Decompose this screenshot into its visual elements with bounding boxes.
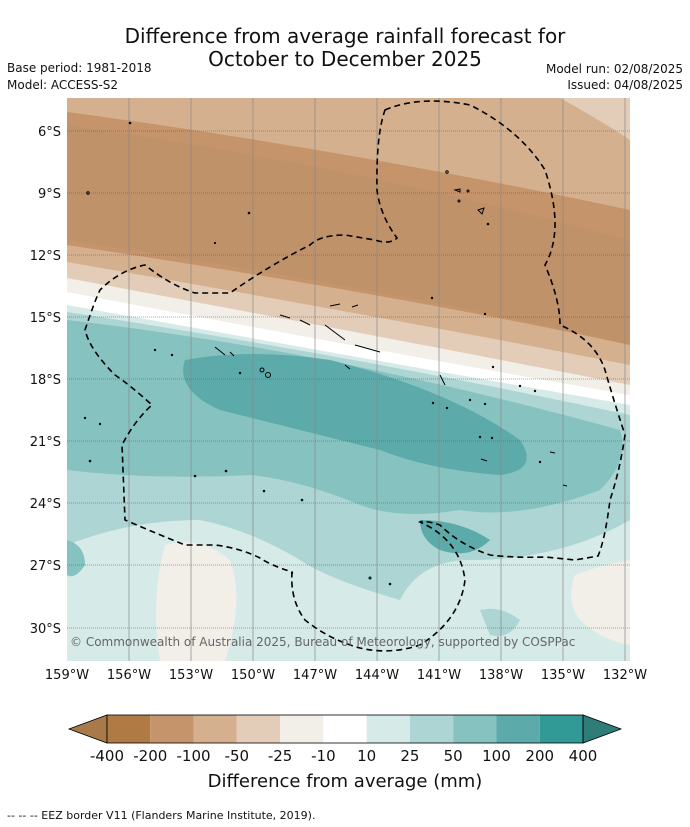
- map-title-line2: October to December 2025: [208, 47, 482, 71]
- lon-label: 153°W: [169, 668, 213, 683]
- longitude-labels: 159°W 156°W 153°W 150°W 147°W 144°W 141°…: [45, 668, 647, 683]
- colorbar-extend-high: [582, 714, 623, 744]
- colorbar: -400 -200 -100 -50 -25 -10 10 25 50 100 200 400: [67, 714, 623, 765]
- map-fields: [67, 98, 630, 661]
- colorbar-segment: [193, 715, 237, 743]
- colorbar-segment: [409, 715, 454, 743]
- colorbar-segment: [496, 715, 540, 743]
- colorbar-title: Difference from average (mm): [207, 771, 483, 792]
- colorbar-tick-label: 25: [400, 747, 419, 765]
- lon-label: 150°W: [231, 668, 275, 683]
- eez-legend-note: -- -- -- EEZ border V11 (Flanders Marine…: [7, 809, 316, 822]
- colorbar-outline: [106, 714, 584, 744]
- lat-label: 21°S: [30, 435, 61, 450]
- lon-label: 156°W: [107, 668, 151, 683]
- colorbar-segment: [323, 715, 367, 743]
- lon-label: 147°W: [293, 668, 337, 683]
- colorbar-tick-label: -400: [90, 747, 124, 765]
- colorbar-tick-label: 400: [569, 747, 598, 765]
- colorbar-tick-label: 100: [482, 747, 511, 765]
- colorbar-segment: [453, 715, 497, 743]
- colorbar-tick-label: 10: [357, 747, 376, 765]
- colorbar-tick-label: -25: [268, 747, 293, 765]
- wet-patch-south: [480, 608, 520, 636]
- dry-patch-southeast: [571, 560, 630, 645]
- lon-label: 135°W: [541, 668, 585, 683]
- colorbar-segment: [539, 715, 583, 743]
- islands: [83, 121, 568, 586]
- colorbar-tick-label: -50: [225, 747, 250, 765]
- colorbar-segment: [150, 715, 194, 743]
- latitude-labels: 6°S 9°S 12°S 15°S 18°S 21°S 24°S 27°S 30…: [30, 125, 61, 637]
- lon-label: 132°W: [603, 668, 647, 683]
- eez-border: [84, 100, 626, 652]
- base-period: Base period: 1981-2018: [7, 61, 152, 75]
- model-run: Model run: 02/08/2025: [545, 62, 683, 76]
- lon-label: 141°W: [417, 668, 461, 683]
- lat-label: 24°S: [30, 497, 61, 512]
- lat-label: 15°S: [30, 311, 61, 326]
- colorbar-tick-label: 200: [525, 747, 554, 765]
- colorbar-tick-label: -200: [133, 747, 167, 765]
- issued-date: Issued: 04/08/2025: [567, 78, 683, 92]
- wet-band-100: [183, 354, 527, 475]
- dry-patch-south: [156, 542, 237, 661]
- lat-label: 12°S: [30, 249, 61, 264]
- copyright-text: © Commonwealth of Australia 2025, Bureau…: [70, 635, 575, 649]
- colorbar-segment: [280, 715, 324, 743]
- colorbar-tick-label: -100: [177, 747, 211, 765]
- map-title-line1: Difference from average rainfall forecas…: [124, 24, 566, 48]
- colorbar-tick-label: -10: [311, 747, 336, 765]
- lon-label: 138°W: [479, 668, 523, 683]
- lat-label: 9°S: [38, 187, 61, 202]
- lat-label: 27°S: [30, 559, 61, 574]
- lat-label: 6°S: [38, 125, 61, 140]
- lat-label: 30°S: [30, 622, 61, 637]
- wet-patch-west: [67, 540, 85, 577]
- colorbar-segment: [236, 715, 281, 743]
- colorbar-extend-low: [67, 714, 108, 744]
- lat-label: 18°S: [30, 373, 61, 388]
- lon-label: 159°W: [45, 668, 89, 683]
- colorbar-tick-label: 50: [444, 747, 463, 765]
- lon-label: 144°W: [355, 668, 399, 683]
- model-name: Model: ACCESS-S2: [7, 78, 119, 92]
- colorbar-segment: [107, 715, 151, 743]
- colorbar-segment: [366, 715, 410, 743]
